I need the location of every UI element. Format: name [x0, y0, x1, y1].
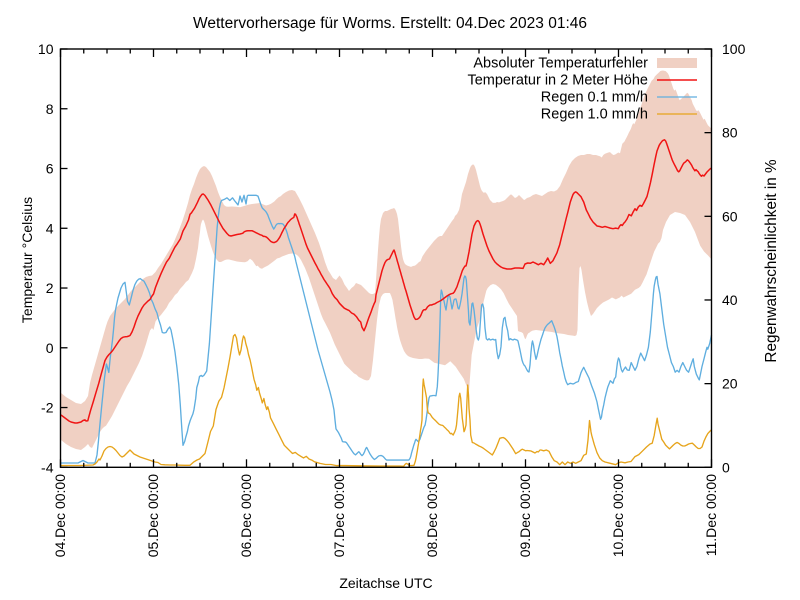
svg-text:-4: -4 [41, 459, 54, 475]
svg-text:Temperatur °Celsius: Temperatur °Celsius [19, 197, 35, 323]
svg-text:60: 60 [722, 208, 738, 224]
svg-text:100: 100 [722, 41, 746, 57]
svg-text:04.Dec 00:00: 04.Dec 00:00 [52, 474, 68, 557]
svg-text:Wettervorhersage für Worms. Er: Wettervorhersage für Worms. Erstellt: 04… [193, 15, 587, 32]
svg-text:11.Dec 00:00: 11.Dec 00:00 [703, 474, 719, 556]
svg-text:Regen 0.1 mm/h: Regen 0.1 mm/h [541, 90, 648, 106]
svg-text:08.Dec 00:00: 08.Dec 00:00 [424, 474, 440, 557]
svg-text:0: 0 [722, 459, 730, 475]
svg-text:05.Dec 00:00: 05.Dec 00:00 [145, 474, 161, 557]
svg-text:4: 4 [46, 220, 54, 236]
svg-text:2: 2 [46, 280, 54, 296]
svg-text:80: 80 [722, 125, 738, 141]
svg-text:20: 20 [722, 376, 738, 392]
svg-text:0: 0 [46, 340, 54, 356]
svg-text:10.Dec 00:00: 10.Dec 00:00 [610, 474, 626, 557]
svg-text:Absoluter Temperaturfehler: Absoluter Temperaturfehler [473, 56, 648, 72]
svg-text:6: 6 [46, 161, 54, 177]
svg-text:8: 8 [46, 101, 54, 117]
svg-text:09.Dec 00:00: 09.Dec 00:00 [517, 474, 533, 557]
svg-text:07.Dec 00:00: 07.Dec 00:00 [331, 474, 347, 557]
svg-text:Zeitachse UTC: Zeitachse UTC [339, 575, 432, 591]
svg-text:06.Dec 00:00: 06.Dec 00:00 [238, 474, 254, 557]
svg-text:Regenwahrscheinlichkeit in %: Regenwahrscheinlichkeit in % [763, 159, 780, 363]
svg-text:10: 10 [38, 41, 54, 57]
svg-text:Temperatur in 2 Meter Höhe: Temperatur in 2 Meter Höhe [467, 73, 648, 89]
svg-text:40: 40 [722, 292, 738, 308]
svg-text:Regen 1.0 mm/h: Regen 1.0 mm/h [541, 107, 648, 123]
svg-text:-2: -2 [41, 400, 54, 416]
